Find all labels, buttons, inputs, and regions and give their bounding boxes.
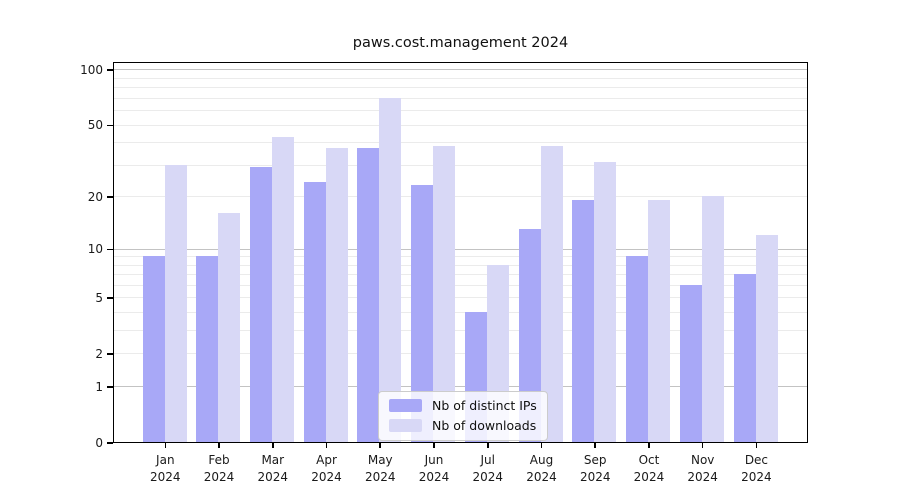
bar-oct-distinct-ips — [626, 256, 649, 443]
gridline-100 — [114, 69, 807, 71]
bar-aug-downloads — [540, 146, 563, 443]
x-tick-label-jan: Jan 2024 — [150, 453, 181, 484]
y-tick-50 — [107, 124, 113, 127]
legend-label-distinct-ips: Nb of distinct IPs — [432, 398, 537, 413]
y-tick-label-5: 5 — [95, 291, 103, 306]
gridline-1 — [114, 386, 807, 388]
gridline-2 — [114, 353, 807, 355]
bar-aug-distinct-ips — [518, 229, 541, 443]
bar-jan-distinct-ips — [142, 256, 165, 443]
chart-title: paws.cost.management 2024 — [352, 35, 569, 51]
bar-jun-distinct-ips — [411, 185, 434, 443]
x-tick-jan — [164, 443, 167, 448]
x-tick-label-may: May 2024 — [364, 453, 396, 484]
bar-sep-distinct-ips — [572, 200, 595, 443]
gridline-10 — [114, 248, 807, 250]
y-tick-2 — [107, 353, 113, 356]
y-tick-label-1: 1 — [95, 380, 103, 394]
x-tick-dec — [755, 443, 758, 448]
gridline-40 — [114, 142, 807, 144]
bar-mar-downloads — [271, 136, 294, 443]
bar-may-downloads — [379, 97, 402, 443]
y-tick-0 — [107, 442, 113, 444]
bar-nov-distinct-ips — [679, 285, 702, 443]
gridline-4 — [114, 312, 807, 314]
y-tick-10 — [107, 248, 113, 251]
x-tick-sep — [594, 443, 596, 448]
plot-area — [113, 62, 808, 443]
y-tick-1 — [107, 386, 113, 388]
bar-oct-downloads — [648, 200, 671, 443]
x-tick-label-feb: Feb 2024 — [203, 453, 235, 484]
x-tick-label-sep: Sep 2024 — [579, 453, 611, 484]
bar-apr-downloads — [325, 148, 348, 443]
bar-dec-distinct-ips — [733, 274, 756, 443]
x-tick-mar — [271, 443, 274, 448]
bar-jan-downloads — [164, 164, 187, 443]
legend-item-downloads: Nb of downloads — [389, 418, 537, 433]
bar-apr-distinct-ips — [303, 182, 326, 443]
x-tick-label-aug: Aug 2024 — [526, 453, 557, 484]
x-tick-jun — [433, 443, 435, 448]
bar-feb-distinct-ips — [196, 256, 219, 443]
x-tick-nov — [701, 443, 704, 448]
legend-swatch-distinct-ips — [389, 399, 422, 412]
x-tick-label-nov: Nov 2024 — [687, 453, 718, 484]
gridline-80 — [114, 87, 807, 89]
bar-mar-distinct-ips — [249, 167, 272, 443]
gridline-3 — [114, 330, 807, 332]
bar-sep-downloads — [594, 162, 617, 443]
bar-dec-downloads — [755, 235, 778, 443]
x-tick-label-dec: Dec 2024 — [741, 453, 772, 484]
gridline-50 — [114, 124, 807, 126]
bar-jun-downloads — [433, 146, 456, 443]
x-tick-label-jun: Jun 2024 — [418, 453, 450, 484]
x-tick-jul — [486, 443, 489, 448]
x-tick-label-oct: Oct 2024 — [633, 453, 665, 484]
y-tick-100 — [107, 69, 113, 71]
y-tick-label-10: 10 — [87, 242, 103, 257]
x-tick-apr — [325, 443, 328, 448]
gridline-5 — [114, 297, 807, 299]
x-tick-oct — [648, 443, 650, 448]
legend-swatch-downloads — [389, 419, 422, 432]
y-tick-5 — [107, 297, 113, 300]
x-tick-label-apr: Apr 2024 — [311, 453, 342, 484]
bar-feb-downloads — [218, 213, 241, 443]
legend-label-downloads: Nb of downloads — [432, 418, 537, 433]
x-tick-may — [379, 443, 382, 448]
bar-may-distinct-ips — [357, 148, 380, 443]
gridline-90 — [114, 77, 807, 79]
legend-item-distinct-ips: Nb of distinct IPs — [389, 398, 537, 413]
x-tick-aug — [540, 443, 543, 448]
y-tick-label-2: 2 — [95, 347, 103, 362]
y-tick-label-0: 0 — [95, 436, 103, 450]
x-tick-feb — [218, 443, 220, 448]
gridline-70 — [114, 97, 807, 99]
y-tick-label-100: 100 — [80, 63, 103, 78]
x-tick-label-jul: Jul 2024 — [472, 453, 503, 484]
gridline-8 — [114, 264, 807, 266]
x-tick-label-mar: Mar 2024 — [257, 453, 289, 484]
gridline-6 — [114, 285, 807, 286]
gridline-20 — [114, 196, 807, 198]
legend: Nb of distinct IPs Nb of downloads — [378, 391, 548, 441]
gridline-60 — [114, 110, 807, 112]
gridline-7 — [114, 274, 807, 276]
bar-nov-downloads — [701, 196, 724, 443]
gridline-30 — [114, 164, 807, 166]
y-tick-20 — [107, 196, 113, 198]
y-tick-label-50: 50 — [87, 118, 103, 133]
y-tick-label-20: 20 — [87, 190, 103, 205]
gridline-9 — [114, 256, 807, 258]
